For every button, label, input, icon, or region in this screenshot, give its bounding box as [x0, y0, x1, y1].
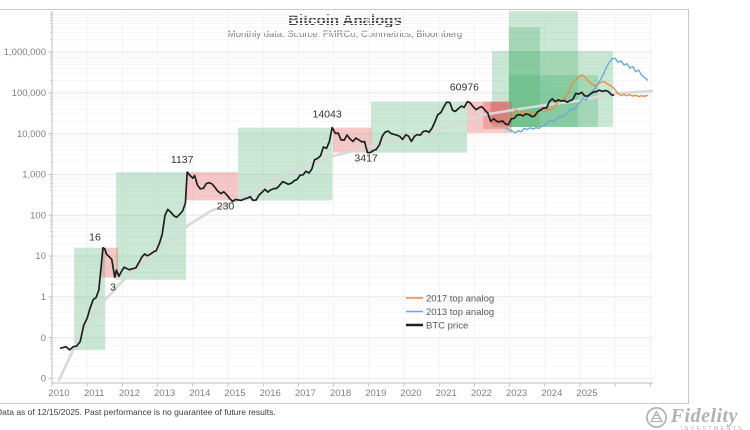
tick-labels: 2010 2011 2012 2013 2014 2015 2016 2017 2018 2019… — [4, 47, 598, 399]
data-callout: 3 — [110, 281, 116, 293]
data-callout: 1137 — [171, 154, 194, 166]
x-tick-label: 2016 — [260, 388, 281, 399]
analog-boxes — [74, 11, 614, 350]
x-tick-label: 2011 — [84, 388, 104, 399]
green-analog-box — [370, 101, 467, 153]
x-tick-label: 2017 — [295, 388, 316, 399]
x-tick-label: 2020 — [400, 388, 421, 399]
x-tick-label: 2024 — [541, 388, 562, 399]
legend-label: BTC price — [426, 320, 468, 331]
series-lines — [57, 57, 653, 382]
data-callout: 230 — [217, 200, 235, 212]
y-tick-label: 0 — [41, 374, 46, 385]
btc-price-line — [59, 89, 615, 351]
trend-line — [57, 89, 653, 382]
x-tick-label: 2010 — [48, 388, 69, 399]
x-tick-label: 2013 — [154, 388, 175, 399]
green-analog-box — [116, 172, 187, 280]
chart-subtitle: Monthly data. Source: FMRCo, Coinmetrics… — [227, 29, 463, 40]
x-tick-label: 2014 — [189, 388, 210, 399]
data-callout: 60976 — [450, 82, 479, 94]
data-callout: 14043 — [312, 109, 341, 121]
legend: 2017 top analog 2013 top analog BTC price — [406, 293, 494, 331]
gridlines — [52, 11, 653, 383]
x-tick-label: 2021 — [436, 388, 457, 399]
fidelity-investments-label: INVESTMENTS — [680, 426, 744, 430]
x-tick-label: 2012 — [119, 388, 140, 399]
axes — [48, 11, 653, 387]
y-tick-label: 10 — [35, 251, 46, 262]
y-tick-label: 1,000 — [22, 170, 46, 181]
green-analog-box — [74, 247, 106, 350]
y-tick-label: 100 — [30, 210, 46, 221]
x-tick-label: 2023 — [506, 388, 527, 399]
fidelity-logo: Fidelity INVESTMENTS — [645, 406, 744, 430]
fidelity-wordmark: Fidelity — [670, 405, 738, 427]
analog-2013-line — [505, 57, 649, 134]
x-tick-label: 2025 — [576, 388, 597, 399]
green-analog-box — [238, 127, 333, 201]
y-tick-label: 0 — [41, 333, 46, 344]
data-callout: 16 — [89, 232, 101, 244]
footnote: Data as of 12/15/2025. Past performance … — [0, 407, 276, 417]
y-tick-label: 1,000,000 — [4, 47, 46, 58]
x-tick-label: 2015 — [224, 388, 245, 399]
chart-frame — [0, 9, 689, 404]
green-analog-box — [492, 51, 614, 127]
data-callout: 3417 — [354, 153, 378, 165]
legend-label: 2017 top analog — [426, 293, 494, 304]
x-tick-label: 2022 — [471, 388, 492, 399]
legend-label: 2013 top analog — [426, 307, 494, 318]
y-tick-label: 100,000 — [12, 88, 46, 99]
fidelity-pyramid-icon — [645, 407, 667, 428]
green-analog-box — [508, 75, 598, 127]
data-callouts: 16 3 1137 230 14043 3417 60976 — [89, 82, 479, 294]
y-tick-label: 10,000 — [17, 129, 46, 140]
x-tick-label: 2018 — [330, 388, 351, 399]
x-tick-label: 2019 — [365, 388, 386, 399]
y-tick-label: 1 — [41, 292, 46, 303]
